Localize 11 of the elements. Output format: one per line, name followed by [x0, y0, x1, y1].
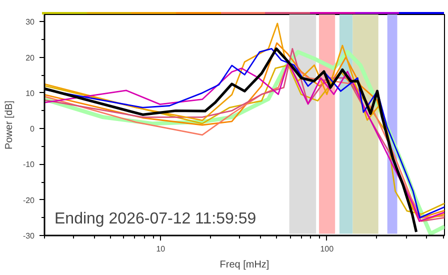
x-tick-label: 100 [320, 244, 334, 254]
y-axis-title: Power [dB] [4, 100, 15, 150]
y-tick-label: -30 [22, 232, 36, 240]
annotation: Ending 2026-07-12 11:59:59 [54, 210, 256, 228]
y-tick-label: -20 [22, 196, 36, 205]
y-tick-label: 10 [26, 88, 36, 98]
y-tick-label: -10 [22, 160, 36, 170]
y-tick-label: 0 [30, 124, 36, 134]
y-tick-label: 30 [26, 18, 36, 27]
x-axis-title: Freq [mHz] [220, 260, 270, 270]
y-tick-label: 20 [26, 53, 36, 62]
